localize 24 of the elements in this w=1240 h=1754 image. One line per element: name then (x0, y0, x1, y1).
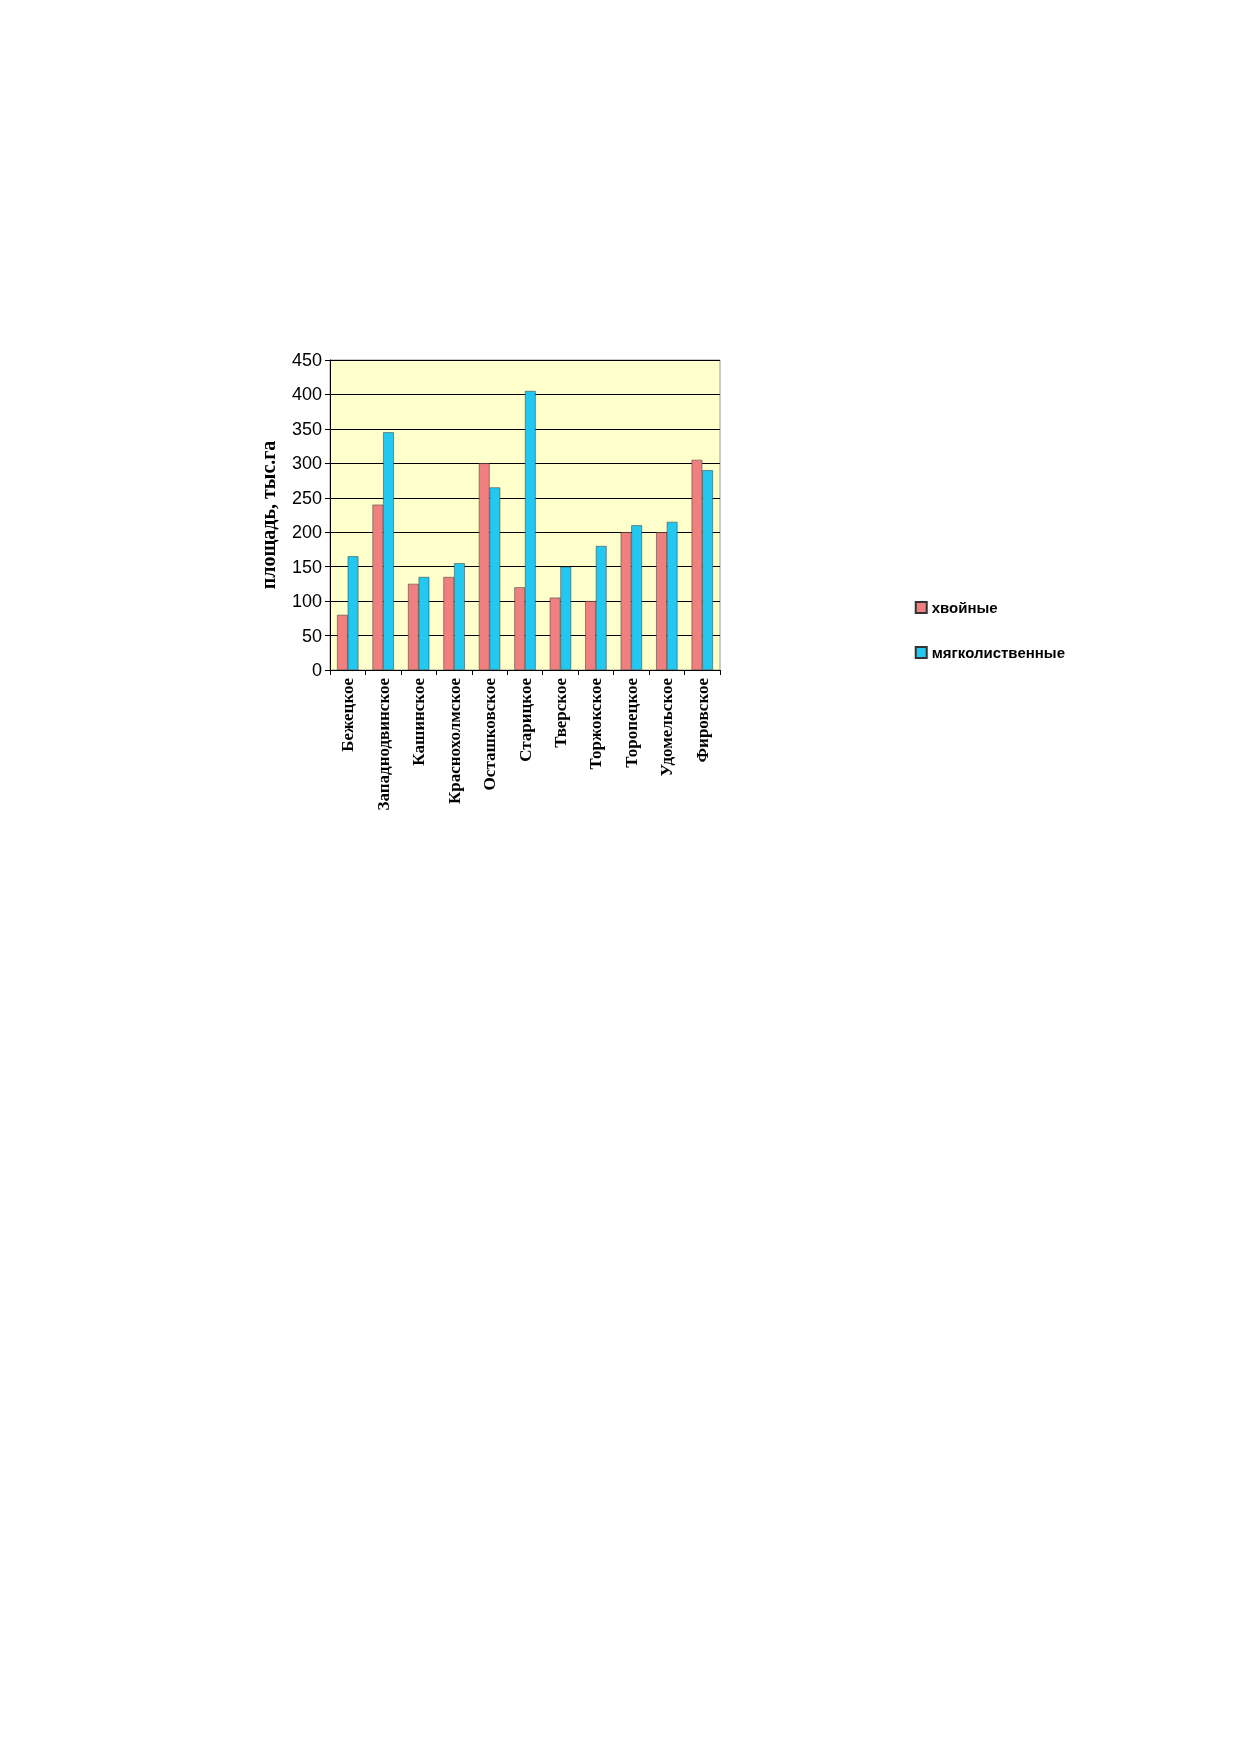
x-tick-label: Торжокское (586, 677, 606, 770)
x-tick-label: Осташковское (480, 677, 500, 791)
y-tick-label: 300 (291, 453, 322, 474)
y-tick-label: 250 (291, 487, 322, 508)
y-tick-label: 450 (291, 350, 322, 370)
x-tick-label: Тверское (550, 677, 570, 748)
y-tick-label: 0 (311, 660, 322, 680)
y-tick-label: 200 (291, 522, 322, 543)
y-axis-title: площадь, тыс.га (257, 440, 279, 590)
x-tick-label: Краснохолмское (444, 677, 464, 805)
y-tick-label: 150 (291, 556, 322, 577)
y-tick-label: 400 (291, 384, 322, 405)
legend-label: хвойные (931, 599, 998, 616)
x-tick-label: Удомельское (657, 677, 677, 777)
x-tick-label: Торопецкое (621, 677, 641, 768)
x-tick-label: Кашинское (409, 677, 429, 766)
x-tick-label: Фировское (692, 677, 712, 763)
y-tick-label: 50 (301, 625, 322, 646)
y-tick-label: 350 (291, 418, 322, 439)
x-tick-label: Западнодвинское (373, 677, 393, 811)
legend-label: мягколиственные (931, 644, 1066, 661)
y-tick-label: 100 (291, 591, 322, 612)
x-tick-label: Бежецкое (338, 677, 358, 752)
x-tick-label: Старицкое (515, 677, 535, 762)
